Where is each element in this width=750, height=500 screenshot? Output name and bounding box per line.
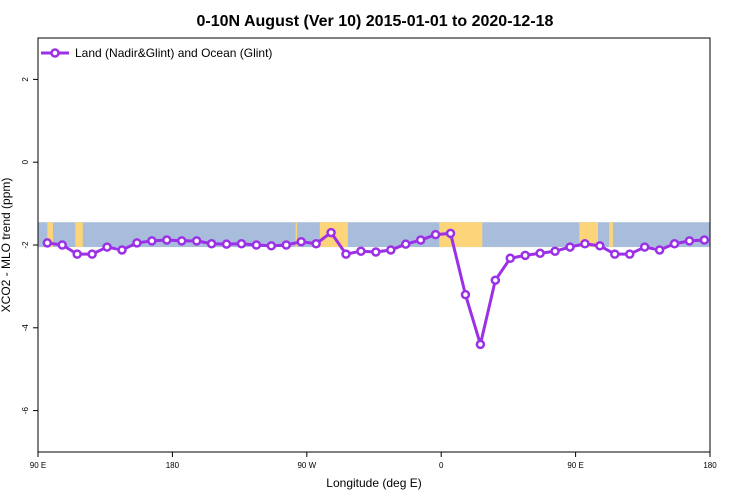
x-tick-label: 90 E [567,461,583,470]
data-point [654,245,665,255]
data-point [699,235,710,245]
y-axis-ticks: -6 -4 -2 0 2 [21,77,38,414]
x-tick-label: 90 W [297,461,316,470]
data-point [57,240,68,250]
data-point [610,249,620,259]
legend-marker [50,48,60,58]
y-tick-label: 0 [21,159,30,164]
data-point [147,236,157,246]
data-point [430,229,441,240]
y-tick-label: -4 [21,324,30,332]
data-point [550,246,560,256]
data-point [520,250,530,261]
data-point [341,249,351,259]
data-point [236,239,247,249]
x-tick-label: 180 [166,461,180,470]
data-point [132,238,142,248]
data-point [221,239,232,249]
data-point [72,249,82,259]
data-point [595,241,605,251]
data-point [281,240,292,250]
x-axis-label: Longitude (deg E) [326,476,421,490]
data-point [176,236,187,246]
data-point [117,245,127,255]
chart-title: 0-10N August (Ver 10) 2015-01-01 to 2020… [197,13,554,30]
data-point [371,247,381,257]
x-tick-label: 90 E [30,461,46,470]
x-tick-label: 180 [703,461,717,470]
data-point [251,240,262,250]
data-point [311,239,321,249]
data-point [460,289,471,300]
legend: Land (Nadir&Glint) and Ocean (Glint) [41,46,272,60]
data-point [624,249,635,259]
data-point [296,236,306,247]
data-point [42,238,53,248]
data-point [191,236,202,246]
data-point [669,239,680,249]
series-layer [42,227,710,350]
x-tick-label: 0 [439,461,444,470]
data-point [87,249,97,259]
land-segment [47,222,53,248]
land-segment [609,222,613,248]
legend-label: Land (Nadir&Glint) and Ocean (Glint) [75,46,272,60]
data-point [505,253,516,263]
data-point [415,235,426,245]
data-point [490,275,501,285]
y-axis-label: XCO2 - MLO trend (ppm) [0,178,13,313]
x-axis-ticks: 90 E 180 90 W 0 90 E 180 [30,452,717,470]
y-tick-label: -2 [21,241,30,249]
data-point [326,227,336,238]
y-tick-label: 2 [21,77,30,82]
data-point [206,239,217,249]
data-point [684,236,695,246]
data-point [400,239,411,249]
data-point [639,242,650,252]
data-point [386,245,396,255]
data-point [475,339,486,350]
data-point [102,242,112,252]
data-point [445,228,456,239]
data-point [565,242,575,252]
y-tick-label: -6 [21,406,30,414]
land-segment [295,222,298,248]
data-point [356,246,366,256]
data-point [162,235,172,245]
land-segment [75,222,83,248]
data-point [535,248,545,259]
data-point [266,241,277,251]
data-point [580,239,590,249]
